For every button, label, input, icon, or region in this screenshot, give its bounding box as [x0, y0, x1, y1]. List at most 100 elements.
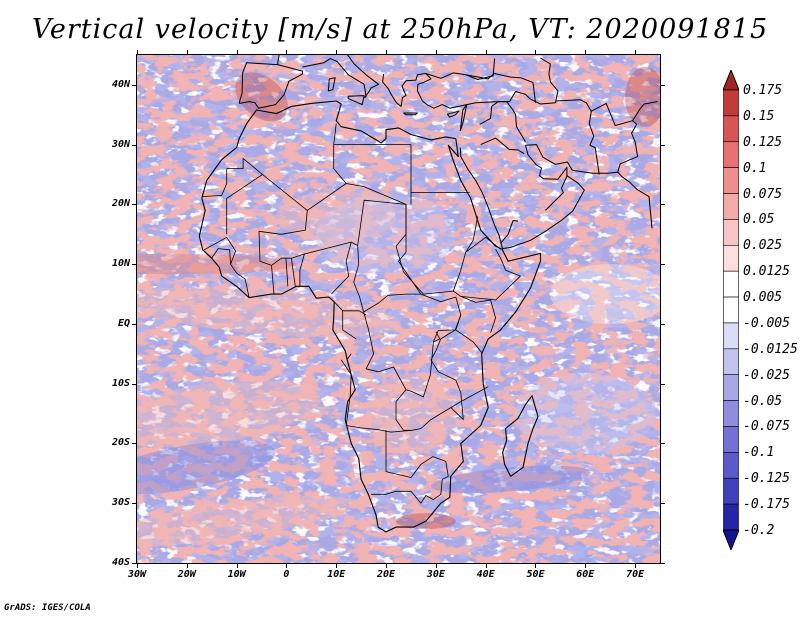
colorbar-label: 0.025 — [743, 238, 783, 254]
map-canvas — [137, 55, 660, 563]
lat-tick — [660, 204, 665, 206]
lon-tick — [186, 563, 188, 568]
colorbar-label: -0.175 — [743, 497, 790, 513]
lon-tick — [236, 563, 238, 568]
lon-tick-label: 50E — [526, 569, 545, 580]
lat-tick — [132, 383, 137, 385]
lat-tick — [132, 84, 137, 86]
coastline-segment — [425, 58, 496, 80]
country-border — [226, 174, 263, 235]
map-panel[interactable] — [136, 54, 661, 564]
lon-tick — [386, 563, 388, 568]
lon-tick — [386, 50, 388, 55]
country-border — [346, 183, 456, 303]
lat-tick-label: 20S — [111, 437, 130, 449]
coastline-segment — [591, 102, 633, 126]
coastline-segment — [459, 147, 504, 249]
coastline-segment — [459, 57, 559, 131]
country-border — [465, 236, 501, 253]
southern-indian-subsidence — [430, 465, 591, 494]
country-border — [455, 314, 483, 353]
sahara-subsidence — [316, 194, 457, 275]
lon-tick-label: 70E — [626, 569, 645, 580]
colorbar-label: -0.1 — [743, 445, 775, 461]
country-border — [285, 258, 289, 287]
lon-tick-label: 40E — [476, 569, 495, 580]
coastline-segment — [498, 101, 526, 142]
coastline-segment — [500, 220, 519, 244]
indian-ocean-subsidence — [515, 373, 656, 454]
colorbar-label: 0.125 — [743, 134, 783, 150]
country-border — [363, 296, 462, 398]
coastline-segment — [545, 174, 568, 211]
country-border — [411, 329, 464, 431]
country-border — [201, 158, 244, 197]
coastline-segment — [277, 55, 280, 65]
lon-tick-label: 30W — [127, 569, 147, 580]
colorbar-label: -0.125 — [743, 471, 790, 487]
madagascar-coastline — [502, 395, 539, 477]
colorbar-label: 0.15 — [743, 108, 775, 124]
colorbar-max-arrow — [722, 68, 740, 91]
colorbar-label: 0.075 — [743, 186, 783, 202]
lat-tick — [660, 264, 665, 266]
lon-tick — [535, 563, 537, 568]
colorbar-label: -0.2 — [743, 523, 775, 538]
country-border — [342, 310, 357, 340]
lat-tick — [660, 383, 665, 385]
colorbar-swatch — [723, 452, 739, 479]
lat-tick — [660, 443, 665, 445]
lon-tick — [585, 50, 587, 55]
lon-tick — [435, 563, 437, 568]
colorbar-swatch — [723, 89, 739, 117]
lon-tick — [485, 50, 487, 55]
lat-tick — [132, 503, 137, 505]
lat-tick — [660, 84, 665, 86]
country-border — [346, 353, 352, 360]
map-title: Vertical velocity [m/s] at 250hPa, VT: 2… — [31, 14, 769, 45]
lat-tick — [132, 264, 137, 266]
colorbar-swatch — [723, 115, 739, 143]
lon-tick — [336, 50, 338, 55]
lat-tick-label: 20N — [111, 198, 130, 210]
colorbar-swatch — [723, 400, 739, 427]
coastline-segment — [382, 73, 468, 132]
coastline-segment — [480, 137, 525, 155]
midlatitude-ascent-band — [137, 495, 356, 547]
lon-tick — [137, 50, 138, 55]
colorbar-swatch — [723, 270, 739, 298]
sahel-ascent — [276, 191, 397, 242]
africa-coastline — [198, 100, 542, 533]
south-atlantic-ascent — [137, 380, 321, 448]
lat-tick-label: 40S — [111, 557, 130, 568]
coastline-segment — [403, 112, 418, 116]
lon-tick-label: 20E — [377, 569, 396, 580]
colorbar — [722, 68, 740, 552]
lon-tick — [585, 563, 587, 568]
coastline-segment — [238, 62, 303, 109]
coastline-segment — [617, 101, 658, 173]
coastline-segment — [589, 144, 600, 175]
lon-tick — [286, 563, 288, 568]
colorbar-swatch — [723, 374, 739, 401]
lat-tick — [660, 144, 665, 146]
lat-tick — [660, 503, 665, 505]
country-border — [299, 253, 305, 287]
colorbar-swatch — [723, 141, 739, 168]
lon-tick — [535, 50, 537, 55]
credit-text: GrADS: IGES/COLA — [4, 603, 91, 613]
colorbar-label: 0.0125 — [743, 264, 790, 280]
colorbar-swatch — [723, 348, 739, 376]
country-border — [333, 301, 367, 316]
colorbar-label: 0.175 — [743, 83, 783, 98]
colorbar-bar — [722, 68, 740, 552]
colorbar-swatch — [723, 219, 739, 246]
lon-tick — [286, 50, 288, 55]
coastline-segment — [347, 95, 365, 106]
colorbar-swatch — [723, 193, 739, 220]
lon-tick-label: 0 — [283, 569, 290, 580]
country-border — [395, 204, 521, 301]
colorbar-swatch — [723, 322, 739, 350]
coastline-segment — [446, 110, 460, 118]
lon-tick-label: 10E — [327, 569, 346, 580]
